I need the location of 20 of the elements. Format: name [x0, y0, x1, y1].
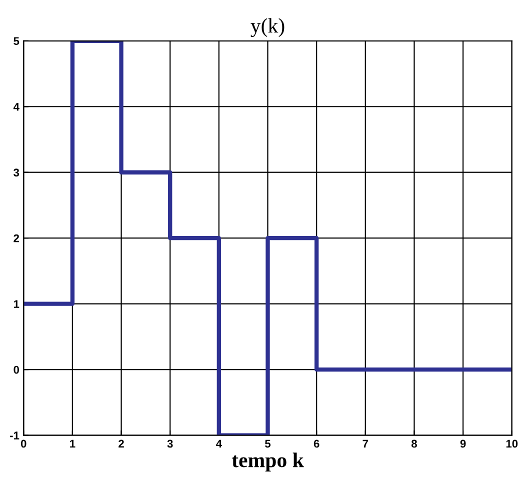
- y-tick-label: 0: [14, 366, 20, 374]
- x-tick-label: 2: [118, 440, 124, 448]
- x-tick-label: 3: [167, 440, 173, 448]
- y-tick-label: 1: [14, 300, 20, 308]
- chart-title: y(k): [250, 18, 284, 38]
- x-tick-label: 9: [460, 440, 466, 448]
- y-tick-label: 3: [14, 168, 20, 177]
- x-tick-label: 0: [20, 440, 26, 448]
- x-tick-label: 1: [70, 440, 76, 448]
- y-tick-label: -1: [10, 432, 20, 440]
- x-tick-label: 8: [411, 440, 417, 448]
- x-tick-label: 10: [506, 440, 518, 448]
- x-tick-label: 7: [362, 440, 368, 448]
- y-tick-label: 4: [13, 103, 20, 111]
- x-axis-title: tempo k: [232, 452, 304, 472]
- x-tick-label: 5: [265, 440, 271, 448]
- y-tick-label: 5: [14, 37, 20, 46]
- x-tick-label: 4: [216, 440, 222, 448]
- x-tick-label: 6: [314, 440, 320, 448]
- y-tick-label: 2: [14, 234, 20, 242]
